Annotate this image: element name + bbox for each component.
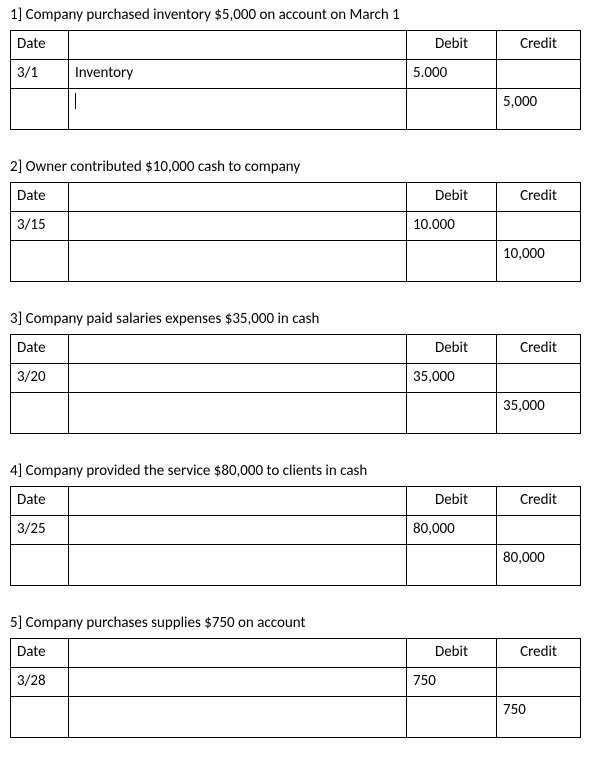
header-date: Date <box>11 183 69 212</box>
cell-debit-empty <box>407 697 497 738</box>
entry-title: 1] Company purchased inventory $5,000 on… <box>10 6 600 24</box>
header-account-blank <box>69 487 407 516</box>
cell-account-credit <box>69 89 407 130</box>
header-credit: Credit <box>497 639 581 668</box>
journal-table: Date DebitCredit 3/28 750750 <box>10 638 581 738</box>
cell-date: 3/25 <box>11 516 69 545</box>
header-account-blank <box>69 639 407 668</box>
cell-credit-empty <box>497 668 581 697</box>
cell-account-credit <box>69 393 407 434</box>
cell-debit-empty <box>407 89 497 130</box>
journal-table: Date DebitCredit 3/15 10.00010,000 <box>10 182 581 282</box>
header-credit: Credit <box>497 31 581 60</box>
header-date: Date <box>11 639 69 668</box>
cell-credit: 750 <box>497 697 581 738</box>
header-date: Date <box>11 487 69 516</box>
cell-date: 3/1 <box>11 60 69 89</box>
entry-title: 3] Company paid salaries expenses $35,00… <box>10 310 600 328</box>
cell-account <box>69 364 407 393</box>
cell-account <box>69 212 407 241</box>
entry-title: 5] Company purchases supplies $750 on ac… <box>10 614 600 632</box>
header-account-blank <box>69 335 407 364</box>
cell-account-credit <box>69 545 407 586</box>
header-credit: Credit <box>497 335 581 364</box>
cell-credit-empty <box>497 60 581 89</box>
journal-table: Date DebitCredit 3/20 35,00035,000 <box>10 334 581 434</box>
cell-credit-empty <box>497 516 581 545</box>
header-credit: Credit <box>497 183 581 212</box>
cell-credit: 5,000 <box>497 89 581 130</box>
cell-date-empty <box>11 545 69 586</box>
header-account-blank <box>69 183 407 212</box>
cell-credit: 10,000 <box>497 241 581 282</box>
cell-credit: 35,000 <box>497 393 581 434</box>
cell-date: 3/15 <box>11 212 69 241</box>
cell-date-empty <box>11 697 69 738</box>
entry-title: 4] Company provided the service $80,000 … <box>10 462 600 480</box>
cell-account <box>69 516 407 545</box>
cell-date-empty <box>11 89 69 130</box>
header-date: Date <box>11 335 69 364</box>
cell-debit: 5.000 <box>407 60 497 89</box>
cell-debit: 35,000 <box>407 364 497 393</box>
cell-credit-empty <box>497 364 581 393</box>
cell-date: 3/20 <box>11 364 69 393</box>
entry-title: 2] Owner contributed $10,000 cash to com… <box>10 158 600 176</box>
cell-credit-empty <box>497 212 581 241</box>
cell-debit: 80,000 <box>407 516 497 545</box>
header-credit: Credit <box>497 487 581 516</box>
cell-debit-empty <box>407 393 497 434</box>
header-debit: Debit <box>407 183 497 212</box>
cell-date-empty <box>11 241 69 282</box>
header-debit: Debit <box>407 31 497 60</box>
header-debit: Debit <box>407 487 497 516</box>
cell-debit: 750 <box>407 668 497 697</box>
cell-debit-empty <box>407 241 497 282</box>
header-account-blank <box>69 31 407 60</box>
cell-debit-empty <box>407 545 497 586</box>
cell-account-credit <box>69 697 407 738</box>
cell-debit: 10.000 <box>407 212 497 241</box>
header-debit: Debit <box>407 335 497 364</box>
cell-date-empty <box>11 393 69 434</box>
journal-table: Date DebitCredit 3/1Inventory5.0005,000 <box>10 30 581 130</box>
cell-account: Inventory <box>69 60 407 89</box>
cell-date: 3/28 <box>11 668 69 697</box>
journal-table: Date DebitCredit 3/25 80,00080,000 <box>10 486 581 586</box>
cell-account-credit <box>69 241 407 282</box>
header-date: Date <box>11 31 69 60</box>
cell-credit: 80,000 <box>497 545 581 586</box>
cell-account <box>69 668 407 697</box>
header-debit: Debit <box>407 639 497 668</box>
